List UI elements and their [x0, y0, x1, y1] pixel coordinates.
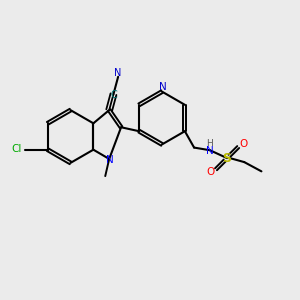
Text: H: H	[207, 139, 213, 148]
Text: N: N	[159, 82, 167, 92]
Text: C: C	[110, 90, 117, 100]
Text: S: S	[223, 152, 232, 165]
Text: N: N	[206, 146, 214, 156]
Text: O: O	[206, 167, 214, 177]
Text: N: N	[106, 154, 113, 164]
Text: O: O	[240, 139, 248, 149]
Text: N: N	[114, 68, 122, 78]
Text: Cl: Cl	[11, 144, 21, 154]
